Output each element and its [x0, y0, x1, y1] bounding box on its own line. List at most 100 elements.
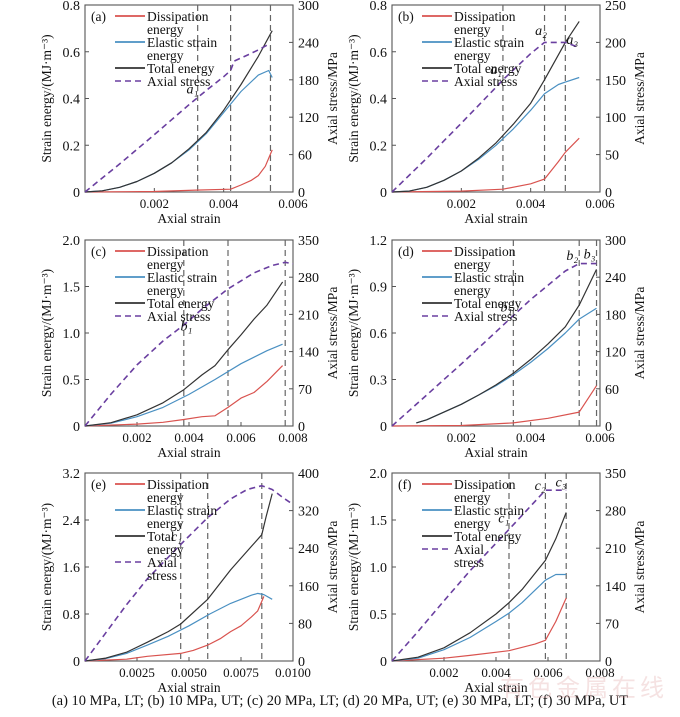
- y2-tick-label: 400: [298, 467, 319, 482]
- legend-label: energy: [454, 257, 491, 272]
- y2-axis-label: Axial stress/MPa: [632, 521, 647, 614]
- x-tick-label: 0.002: [122, 430, 151, 445]
- y-tick-label: 2.0: [63, 234, 81, 249]
- legend-label: energy: [454, 516, 491, 531]
- x-tick-label: 0.004: [516, 430, 546, 445]
- panel-label: (b): [398, 9, 414, 24]
- legend-label: stress: [147, 568, 177, 583]
- stage-annotation: b₂: [566, 249, 578, 264]
- legend-label: Axial: [454, 542, 484, 557]
- x-tick-label: 0.0100: [275, 665, 311, 680]
- y-tick-label: 0.9: [370, 281, 388, 296]
- legend-entry-total: Total energy: [115, 61, 215, 76]
- plot-frame: [391, 472, 601, 662]
- series-elastic-line: [391, 573, 567, 662]
- legend-label: energy: [147, 257, 184, 272]
- legend-label: energy: [454, 283, 491, 298]
- legend-entry-total: Total energy: [422, 296, 522, 311]
- x-tick-label: 0.004: [481, 665, 511, 680]
- series-elastic-line: [416, 307, 597, 424]
- y-axis-label: Strain energy/(MJ·m⁻³): [39, 503, 54, 631]
- y2-tick-label: 80: [298, 617, 312, 632]
- legend-label: stress: [454, 555, 484, 570]
- y2-tick-label: 280: [605, 505, 626, 520]
- x-tick-label: 0.002: [140, 196, 169, 211]
- y-tick-label: 0.6: [63, 46, 81, 61]
- legend-label: Dissipation: [147, 9, 209, 24]
- y-axis-label: Strain energy/(MJ·m⁻³): [39, 34, 54, 162]
- y-tick-label: 1.5: [370, 514, 388, 529]
- y-tick-label: 0: [380, 655, 387, 670]
- x-tick-label: 0.008: [585, 665, 614, 680]
- y2-tick-label: 160: [298, 580, 319, 595]
- y-tick-label: 0: [73, 186, 80, 201]
- legend-label: energy: [147, 516, 184, 531]
- y-tick-label: 0.8: [63, 608, 81, 623]
- legend-label: energy: [147, 542, 184, 557]
- series-dissipation-line: [84, 596, 265, 662]
- legend-label: Total energy: [454, 61, 522, 76]
- y-tick-label: 0: [73, 420, 80, 435]
- legend-label: Elastic strain: [454, 503, 524, 518]
- x-tick-label: 0.006: [278, 196, 308, 211]
- legend-label: Elastic strain: [147, 503, 217, 518]
- y2-tick-label: 200: [605, 36, 626, 51]
- series-dissipation-line: [391, 385, 598, 427]
- stage-annotation: b₃: [584, 248, 596, 263]
- x-axis-label: Axial strain: [464, 680, 528, 695]
- y-tick-label: 2.4: [63, 514, 81, 529]
- y2-axis-label: Axial stress/MPa: [325, 52, 340, 145]
- y2-tick-label: 0: [298, 186, 305, 201]
- y2-tick-label: 240: [298, 542, 319, 557]
- series-dissipation-line: [84, 149, 273, 193]
- legend-entry-total: Total energy: [422, 61, 522, 76]
- x-tick-label: 0.006: [226, 430, 256, 445]
- x-axis-label: Axial strain: [157, 211, 221, 226]
- x-axis-label: Axial strain: [157, 445, 221, 460]
- y2-tick-label: 100: [605, 111, 626, 126]
- legend-label: Elastic strain: [454, 35, 524, 50]
- y-tick-label: 0.8: [63, 0, 81, 14]
- panel-label: (d): [398, 244, 414, 259]
- legend-entry-stress: Axial stress: [115, 74, 210, 89]
- series-total-line: [416, 269, 598, 424]
- y2-tick-label: 300: [605, 234, 626, 249]
- series-total-line: [84, 30, 273, 193]
- y-tick-label: 0.3: [370, 374, 388, 389]
- legend-label: Dissipation: [147, 244, 209, 259]
- legend-label: Total energy: [454, 296, 522, 311]
- x-tick-label: 0.002: [429, 665, 458, 680]
- watermark: 有色金属在线: [500, 674, 668, 702]
- legend-entry-stress: Axial stress: [422, 309, 517, 324]
- panel-e: 0 0.8 1.6 2.4 3.2 0 80 160 240 320 400 0.0025 0.0050…: [39, 467, 340, 695]
- y-axis-label: Strain energy/(MJ·m⁻³): [346, 503, 361, 631]
- y2-tick-label: 350: [605, 467, 626, 482]
- x-tick-label: 0.006: [585, 196, 615, 211]
- y-axis-label: Strain energy/(MJ·m⁻³): [346, 34, 361, 162]
- legend-label: Total energy: [147, 296, 215, 311]
- panel-label: (c): [91, 244, 106, 259]
- y-tick-label: 0.4: [370, 93, 388, 108]
- series-stress-line: [84, 261, 294, 427]
- legend-label: Dissipation: [454, 244, 516, 259]
- x-tick-label: 0.0075: [223, 665, 259, 680]
- series-dissipation-line: [391, 597, 567, 662]
- panel-d: 0 0.3 0.6 0.9 1.2 0 60 120 180 240 300 0.002 0.004 0.…: [346, 234, 647, 460]
- series-elastic-line: [84, 343, 283, 427]
- x-tick-label: 0.0025: [119, 665, 155, 680]
- y-tick-label: 1.0: [370, 561, 388, 576]
- y2-axis-label: Axial stress/MPa: [325, 287, 340, 380]
- stage-annotation: c₃: [555, 475, 566, 490]
- y2-axis-label: Axial stress/MPa: [325, 521, 340, 614]
- y2-tick-label: 240: [605, 271, 626, 286]
- legend-entry-total: Total energy: [115, 296, 215, 311]
- y2-tick-label: 180: [605, 308, 626, 323]
- panel-label: (a): [91, 9, 106, 24]
- y-tick-label: 0.2: [370, 139, 388, 154]
